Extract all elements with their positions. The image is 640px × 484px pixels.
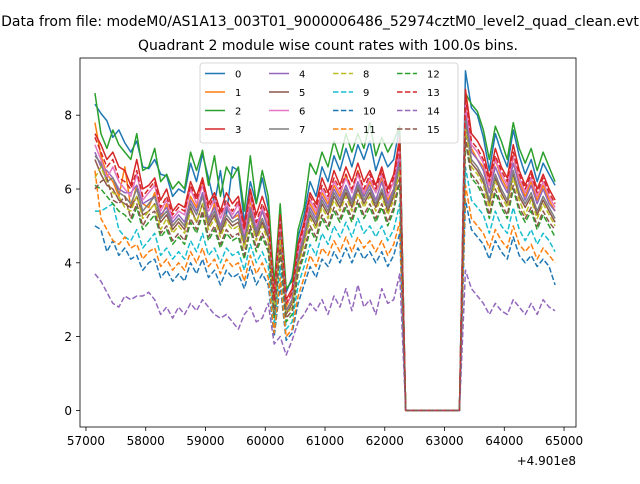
series-line-3: [94, 88, 556, 412]
legend-label-2: 2: [235, 107, 241, 118]
legend-label-1: 1: [235, 88, 241, 99]
x-tick-label: 61000: [306, 434, 344, 448]
legend-label-7: 7: [299, 125, 305, 136]
legend-label-14: 14: [427, 107, 440, 118]
x-tick-label: 64000: [485, 434, 523, 448]
axes-frame: [79, 57, 577, 428]
axis-ticks: 57000 58000 59000 60000 61000 62000 63000 64000…: [64, 109, 583, 448]
series-line-0: [94, 70, 556, 412]
series-line-13: [94, 96, 556, 412]
x-tick-label: 63000: [425, 434, 463, 448]
y-tick-label: 8: [64, 109, 72, 123]
series-line-6: [94, 103, 556, 412]
legend-label-4: 4: [299, 70, 305, 81]
x-tick-label: 59000: [186, 434, 224, 448]
y-tick-label: 0: [64, 404, 72, 418]
series-line-8: [94, 129, 556, 412]
legend-label-10: 10: [363, 107, 376, 118]
x-tick-label: 62000: [366, 434, 404, 448]
series-line-10: [94, 199, 556, 412]
series-line-12: [94, 140, 556, 412]
legend-frame: [199, 62, 459, 144]
x-axis-offset-label: +4.901e8: [517, 454, 576, 468]
series-line-2: [94, 92, 556, 412]
chart-title: Quadrant 2 module wise count rates with …: [138, 38, 518, 54]
legend-label-9: 9: [363, 88, 369, 99]
legend-label-11: 11: [363, 125, 376, 136]
y-tick-label: 4: [64, 256, 72, 270]
legend-label-0: 0: [235, 70, 241, 81]
legend-label-15: 15: [427, 125, 440, 136]
legend-label-13: 13: [427, 88, 440, 99]
series-line-5: [94, 121, 556, 412]
y-tick-label: 6: [64, 182, 72, 196]
legend-label-6: 6: [299, 107, 305, 118]
legend-label-5: 5: [299, 88, 305, 99]
series-lines: [94, 70, 556, 412]
x-tick-label: 65000: [545, 434, 583, 448]
series-line-14: [94, 269, 556, 412]
legend-label-12: 12: [427, 70, 440, 81]
figure-suptitle: Data from file: modeM0/AS1A13_003T01_900…: [1, 14, 639, 30]
y-tick-label: 2: [64, 330, 72, 344]
legend-label-8: 8: [363, 70, 369, 81]
series-line-11: [94, 170, 556, 412]
series-line-7: [94, 118, 556, 412]
x-tick-label: 57000: [67, 434, 105, 448]
series-line-4: [94, 110, 556, 412]
legend-label-3: 3: [235, 125, 241, 136]
series-line-15: [94, 136, 556, 412]
x-tick-label: 60000: [246, 434, 284, 448]
x-tick-label: 58000: [127, 434, 165, 448]
